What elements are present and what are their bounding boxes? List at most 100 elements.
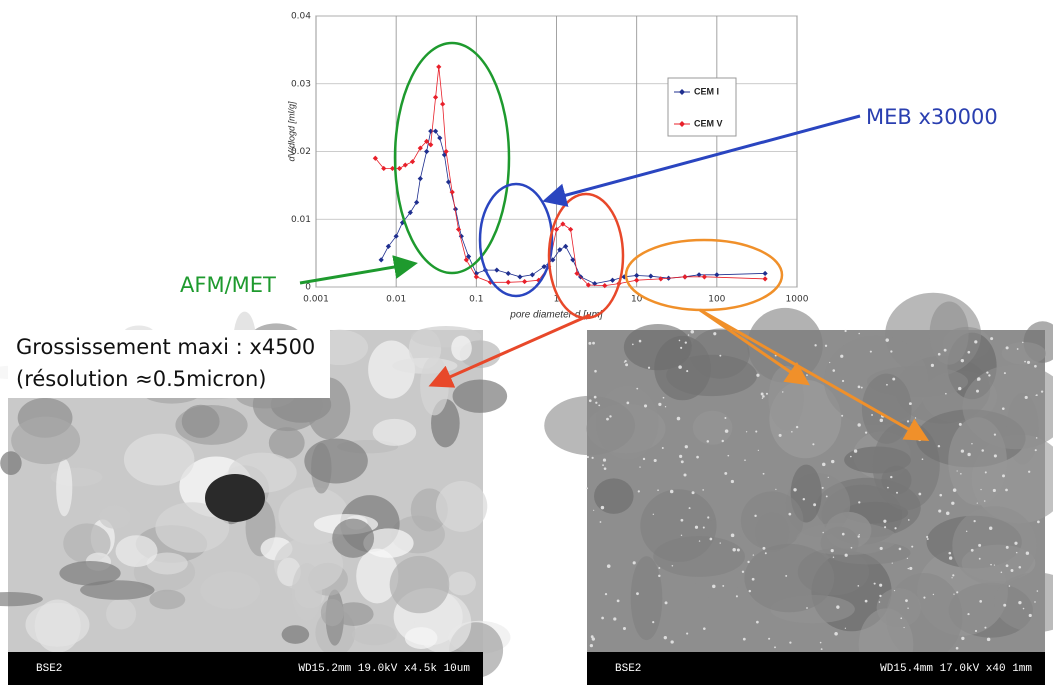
speck <box>926 538 929 540</box>
data-point <box>568 226 574 233</box>
speck <box>903 626 905 629</box>
speck <box>793 488 797 492</box>
speck <box>684 341 687 344</box>
data-point <box>701 274 708 280</box>
speck <box>632 561 636 565</box>
speck <box>613 617 617 621</box>
grain <box>929 301 969 365</box>
speck <box>591 637 596 641</box>
speck <box>604 592 608 596</box>
speck <box>945 511 950 516</box>
grain <box>544 395 636 456</box>
grain <box>333 602 374 626</box>
speck <box>1024 360 1026 363</box>
speck <box>1003 603 1007 607</box>
speck <box>937 444 941 448</box>
grain <box>594 478 634 514</box>
speck <box>703 627 706 630</box>
speck <box>606 417 609 421</box>
speck <box>921 458 924 461</box>
data-point <box>696 272 702 278</box>
speck <box>683 473 687 477</box>
speck <box>589 644 594 648</box>
speck <box>832 556 835 558</box>
data-point <box>550 257 556 263</box>
speck <box>625 363 629 367</box>
grain <box>205 474 265 522</box>
speck <box>819 641 822 644</box>
speck <box>1022 607 1025 610</box>
speck <box>752 554 755 556</box>
speck <box>657 489 659 492</box>
ellipse <box>393 41 511 275</box>
y-tick-label: 0.04 <box>291 12 311 22</box>
grain <box>368 340 415 399</box>
speck <box>825 495 828 498</box>
speck <box>678 365 682 369</box>
speck <box>974 340 978 344</box>
speck <box>960 472 962 475</box>
grain <box>420 356 449 416</box>
speck <box>593 509 595 511</box>
speck <box>1040 390 1044 393</box>
data-point <box>432 94 439 100</box>
speck <box>765 392 768 395</box>
data-point <box>648 273 654 279</box>
speck <box>680 460 684 464</box>
y-axis-label: dV/dlogd [ml/g] <box>286 101 296 162</box>
caption: BSE2 <box>36 663 62 675</box>
speck <box>599 521 602 523</box>
speck <box>719 354 722 357</box>
speck <box>616 599 620 603</box>
speck <box>1003 372 1006 375</box>
speck <box>747 560 750 564</box>
data-point <box>409 159 416 165</box>
grain <box>389 555 450 614</box>
speck <box>864 431 868 434</box>
speck <box>730 533 735 538</box>
speck <box>748 589 752 593</box>
speck <box>756 373 760 377</box>
speck <box>907 519 910 521</box>
speck <box>755 430 758 433</box>
speck <box>639 466 641 468</box>
speck <box>873 582 876 585</box>
data-point <box>494 267 500 273</box>
grain <box>630 556 663 641</box>
speck <box>724 417 727 420</box>
speck <box>1026 360 1031 364</box>
speck <box>707 516 710 519</box>
data-point <box>560 221 566 227</box>
speck <box>764 552 767 555</box>
data-point <box>385 243 391 249</box>
data-point <box>592 281 598 287</box>
speck <box>951 501 955 505</box>
speck <box>918 437 922 442</box>
data-point <box>762 270 768 277</box>
speck <box>712 584 716 589</box>
data-point <box>424 138 430 144</box>
grain <box>666 354 758 397</box>
grain <box>106 598 137 630</box>
speck <box>722 584 725 587</box>
speck <box>986 371 989 374</box>
speck <box>967 612 970 616</box>
speck <box>976 502 978 504</box>
annotation: (résolution ≈0.5micron) <box>16 367 266 391</box>
speck <box>1005 564 1009 568</box>
grain <box>320 598 344 627</box>
data-point <box>541 264 547 270</box>
speck <box>958 422 962 426</box>
speck <box>593 395 597 399</box>
data-point <box>417 176 423 182</box>
data-point <box>402 162 408 168</box>
speck <box>691 491 695 495</box>
speck <box>702 526 705 529</box>
speck <box>671 565 674 567</box>
speck <box>782 391 784 393</box>
speck <box>883 519 887 523</box>
speck <box>602 464 604 467</box>
speck <box>642 457 646 461</box>
speck <box>745 431 748 433</box>
